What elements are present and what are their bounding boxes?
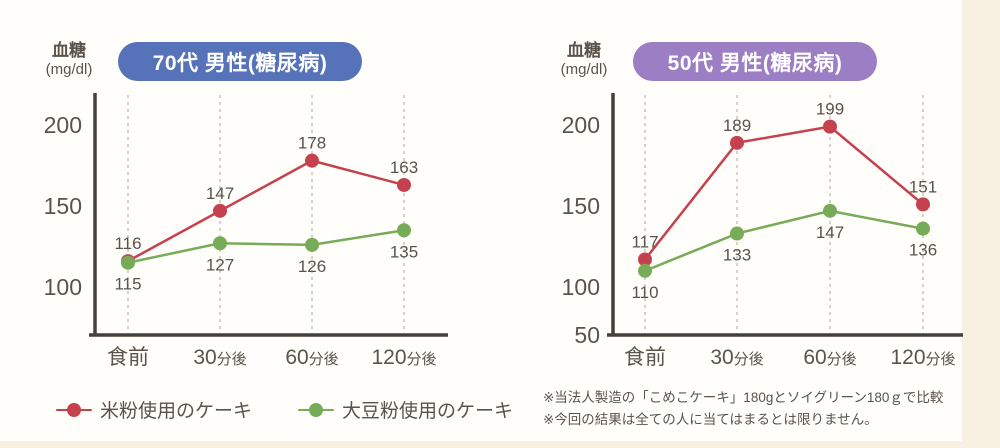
footnotes: ※当法人製造の「こめこケーキ」180gとソイグリーン180ｇで比較 ※今回の結果… bbox=[543, 387, 943, 430]
legend: 米粉使用のケーキ 大豆粉使用のケーキ bbox=[56, 396, 513, 423]
y-axis-unit-text: (mg/dl) bbox=[45, 61, 93, 79]
x-tick-label: 30分後 bbox=[710, 346, 763, 369]
data-point bbox=[213, 236, 227, 251]
value-label: 127 bbox=[206, 255, 234, 274]
footnote-line-1: ※当法人製造の「こめこケーキ」180gとソイグリーン180ｇで比較 bbox=[543, 390, 944, 405]
y-tick-label: 50 bbox=[574, 322, 600, 348]
y-axis-title-text: 血糖 bbox=[567, 41, 601, 60]
data-point bbox=[305, 153, 319, 168]
value-label: 117 bbox=[631, 232, 658, 251]
page-edge-bottom bbox=[0, 441, 1000, 448]
value-label: 135 bbox=[390, 242, 418, 261]
x-tick-label: 30分後 bbox=[193, 346, 246, 369]
series-line bbox=[644, 125, 924, 261]
y-axis-title: 血糖 (mg/dl) bbox=[545, 40, 623, 80]
y-axis-unit-text: (mg/dl) bbox=[560, 61, 608, 79]
line-chart-50s-male: 200 150 100 50 117 189 199 151 110 133 147 136 食前 30分… bbox=[562, 93, 963, 369]
footnote-line-2: ※今回の結果は全ての人に当てはまるとは限りません。 bbox=[543, 411, 878, 427]
data-point bbox=[823, 119, 837, 134]
data-point bbox=[730, 226, 744, 241]
value-label: 199 bbox=[816, 100, 844, 119]
data-point bbox=[823, 203, 837, 218]
data-point bbox=[397, 223, 411, 238]
value-label: 178 bbox=[298, 134, 326, 153]
rice-flour-series-marker-icon bbox=[56, 402, 92, 418]
value-label: 115 bbox=[114, 275, 141, 294]
data-point bbox=[121, 255, 135, 270]
axes bbox=[607, 93, 963, 337]
x-tick-label: 120分後 bbox=[890, 346, 955, 369]
data-point bbox=[213, 203, 227, 218]
value-label: 116 bbox=[114, 234, 141, 253]
y-axis-title-text: 血糖 bbox=[52, 41, 86, 60]
value-label: 110 bbox=[631, 283, 658, 302]
data-point bbox=[730, 135, 744, 150]
legend-item-soy-flour: 大豆粉使用のケーキ bbox=[298, 396, 513, 423]
y-tick-label: 200 bbox=[44, 112, 82, 138]
series-line bbox=[127, 159, 405, 263]
legend-label-rice-flour: 米粉使用のケーキ bbox=[100, 401, 253, 422]
value-label: 133 bbox=[723, 246, 751, 265]
value-label: 147 bbox=[206, 184, 234, 203]
chart-panel-50s-male: 血糖 (mg/dl) 50代 男性(糖尿病) 200 150 100 50 117 189… bbox=[515, 0, 1000, 390]
value-label: 163 bbox=[390, 158, 418, 177]
x-tick-label: 食前 bbox=[107, 346, 149, 369]
x-tick-label: 60分後 bbox=[285, 346, 338, 369]
value-label: 151 bbox=[909, 177, 937, 196]
axes bbox=[89, 93, 448, 337]
x-tick-label: 食前 bbox=[624, 346, 666, 369]
data-point bbox=[397, 177, 411, 192]
data-point bbox=[638, 252, 652, 267]
value-label: 189 bbox=[723, 116, 751, 135]
x-tick-label: 60分後 bbox=[803, 346, 856, 369]
y-tick-label: 150 bbox=[562, 193, 600, 219]
legend-label-soy-flour: 大豆粉使用のケーキ bbox=[342, 401, 514, 422]
y-axis-title: 血糖 (mg/dl) bbox=[30, 40, 108, 80]
value-label: 136 bbox=[909, 241, 937, 260]
series-line bbox=[127, 229, 405, 264]
page-edge-right bbox=[962, 0, 1000, 448]
value-label: 126 bbox=[298, 257, 326, 276]
data-point bbox=[305, 237, 319, 252]
value-label: 147 bbox=[816, 223, 844, 242]
chart-panel-70s-male: 血糖 (mg/dl) 70代 男性(糖尿病) 200 150 100 116 147 17… bbox=[0, 0, 500, 390]
series-line bbox=[644, 209, 924, 272]
y-tick-label: 100 bbox=[44, 274, 82, 300]
chart-title-badge-50s: 50代 男性(糖尿病) bbox=[633, 42, 877, 81]
data-point bbox=[916, 197, 930, 212]
line-chart-70s-male: 200 150 100 116 147 178 163 115 127 126 135 食前 30分後 6… bbox=[44, 93, 448, 369]
y-tick-label: 100 bbox=[562, 274, 600, 300]
data-point bbox=[916, 221, 930, 236]
soy-flour-series-marker-icon bbox=[298, 402, 335, 418]
legend-item-rice-flour: 米粉使用のケーキ bbox=[56, 396, 252, 423]
y-tick-label: 200 bbox=[562, 112, 600, 138]
y-tick-label: 150 bbox=[44, 193, 82, 219]
x-tick-label: 120分後 bbox=[371, 346, 436, 369]
chart-title-badge-70s: 70代 男性(糖尿病) bbox=[118, 42, 362, 81]
data-point bbox=[638, 263, 652, 278]
